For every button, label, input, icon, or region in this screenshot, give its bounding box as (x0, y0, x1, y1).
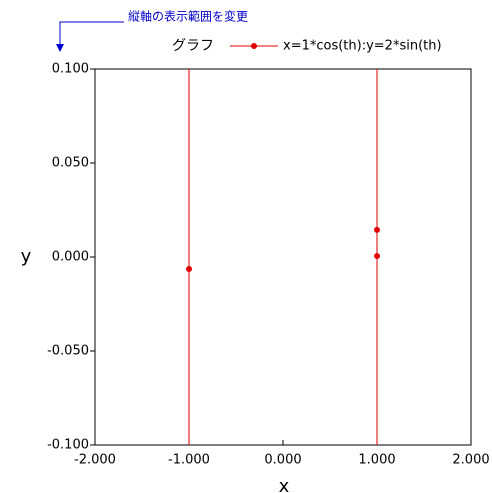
y-tick-label: -0.050 (47, 344, 89, 359)
data-point (374, 253, 380, 260)
x-tick-label: -1.000 (168, 453, 210, 468)
annotation-arrow (59, 21, 124, 48)
legend-marker (251, 43, 257, 49)
x-tick-label: 0.000 (264, 453, 301, 468)
y-tick-label: 0.100 (52, 62, 89, 77)
plot-frame (94, 68, 472, 446)
data-point (374, 28, 380, 34)
data-point (186, 480, 192, 486)
annotation-arrowhead (56, 44, 64, 52)
series-line (188, 69, 378, 445)
data-point (374, 226, 380, 233)
plot-area (186, 28, 380, 486)
x-tick-label: 1.000 (358, 453, 395, 468)
y-axis-label: y (21, 246, 32, 267)
x-axis-label: x (279, 476, 290, 493)
y-tick-label: 0.050 (52, 156, 89, 171)
y-tick-label: -0.100 (47, 438, 89, 453)
y-tick-label: 0.000 (52, 250, 89, 265)
legend-label: x=1*cos(th):y=2*sin(th) (283, 39, 442, 54)
legend-title: グラフ (172, 38, 214, 54)
annotation: 縦軸の表示範囲を変更 (128, 9, 248, 24)
x-tick-label: -2.000 (74, 453, 116, 468)
data-point (374, 480, 380, 486)
data-point (186, 28, 192, 34)
x-tick-label: 2.000 (452, 453, 489, 468)
data-point (186, 266, 192, 273)
